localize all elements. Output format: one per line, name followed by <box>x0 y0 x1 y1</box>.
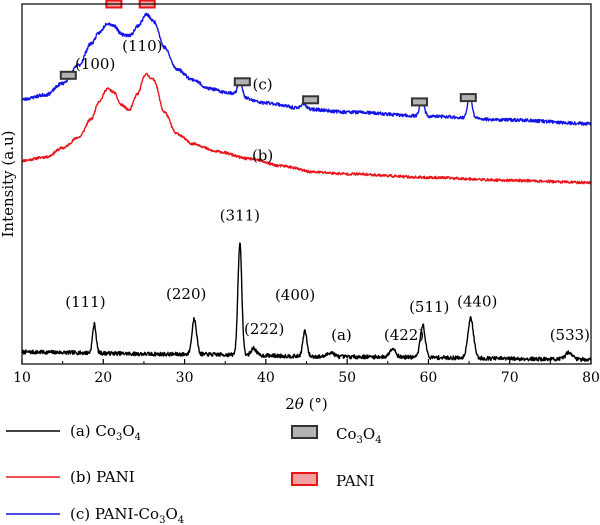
peak-label: (b) <box>252 147 273 165</box>
phase-marker-co3o4 <box>59 70 77 80</box>
x-tick-label: 60 <box>420 370 438 386</box>
series-line-b <box>21 72 592 185</box>
peak-label: (422) <box>384 326 424 344</box>
x-tick-label: 20 <box>94 370 112 386</box>
x-tick-label: 50 <box>338 370 356 386</box>
peak-label: (111) <box>65 293 105 311</box>
phase-marker-co3o4 <box>411 97 428 107</box>
legend-label-co3o4: Co3O4 <box>336 425 382 446</box>
x-axis-title: 2θ (°) <box>285 395 328 413</box>
series-line-a <box>21 242 592 362</box>
x-tick-label: 70 <box>501 370 519 386</box>
legend-label-b: (b) PANI <box>70 468 135 486</box>
peak-label: (533) <box>550 326 590 344</box>
peak-label: (220) <box>166 285 206 303</box>
peak-label: (511) <box>409 298 449 316</box>
x-tick-label: 10 <box>13 370 31 386</box>
peak-label: (222) <box>244 320 284 338</box>
x-tick-label: 80 <box>582 370 600 386</box>
legend-swatch-co3o4 <box>291 425 318 439</box>
peak-label: (440) <box>457 292 497 310</box>
peak-label: (100) <box>75 55 115 73</box>
peak-label: (c) <box>253 75 273 93</box>
legend-swatch-pani <box>291 472 318 486</box>
peak-label: (400) <box>275 286 315 304</box>
peak-label: (110) <box>122 37 162 55</box>
y-axis-title: Intensity (a.u) <box>0 131 17 238</box>
legend-label-pani: PANI <box>336 472 375 490</box>
phase-marker-co3o4 <box>302 95 320 105</box>
phase-marker-co3o4 <box>459 93 477 103</box>
series-group <box>21 12 592 362</box>
peak-label: (a) <box>331 326 352 344</box>
phase-marker-co3o4 <box>233 77 251 87</box>
x-tick-label: 40 <box>257 370 275 386</box>
annotations: (c) (b) (100) (110) (311) (111) (220) (222) (400… <box>65 37 590 344</box>
legend: (a) Co3O4 (b) PANI (c) PANI-Co3O4 Co3O4 PANI <box>6 422 382 525</box>
peak-label: (311) <box>220 206 260 224</box>
legend-label-a: (a) Co3O4 <box>70 422 141 443</box>
series-line-c <box>21 12 592 126</box>
x-tick-label: 30 <box>176 370 194 386</box>
legend-label-c: (c) PANI-Co3O4 <box>70 505 184 525</box>
axes: 10 20 30 40 50 60 70 80 2θ (°) Intensity (a.u) <box>0 3 600 413</box>
